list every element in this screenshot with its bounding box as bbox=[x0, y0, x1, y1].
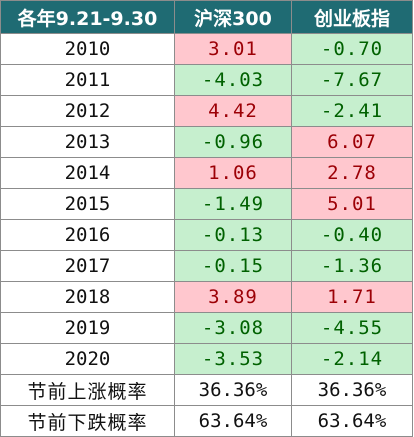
table-row: 2018 3.89 1.71 bbox=[0, 281, 413, 313]
table-row: 2013 -0.96 6.07 bbox=[0, 126, 413, 158]
table-row: 2017 -0.15 -1.36 bbox=[0, 250, 413, 282]
down-probability-label: 节前下跌概率 bbox=[0, 405, 175, 437]
table-row: 2020 -3.53 -2.14 bbox=[0, 343, 413, 375]
chinext-return-cell: -0.40 bbox=[291, 219, 413, 251]
down-probability-chinext: 63.64% bbox=[291, 405, 413, 437]
year-cell: 2018 bbox=[0, 281, 175, 313]
summary-row-down: 节前下跌概率 63.64% 63.64% bbox=[0, 405, 413, 437]
chinext-return-cell: -7.67 bbox=[291, 64, 413, 96]
hs300-return-cell: -0.13 bbox=[174, 219, 292, 251]
hs300-return-cell: 3.01 bbox=[174, 33, 292, 65]
up-probability-hs300: 36.36% bbox=[174, 374, 292, 406]
hs300-return-cell: 3.89 bbox=[174, 281, 292, 313]
year-cell: 2011 bbox=[0, 64, 175, 96]
table-row: 2010 3.01 -0.70 bbox=[0, 33, 413, 65]
chinext-return-cell: -1.36 bbox=[291, 250, 413, 282]
up-probability-label: 节前上涨概率 bbox=[0, 374, 175, 406]
table-row: 2011 -4.03 -7.67 bbox=[0, 64, 413, 96]
chinext-return-cell: 6.07 bbox=[291, 126, 413, 158]
down-probability-hs300: 63.64% bbox=[174, 405, 292, 437]
header-hs300: 沪深300 bbox=[174, 0, 292, 34]
chinext-return-cell: -2.41 bbox=[291, 95, 413, 127]
chinext-return-cell: -4.55 bbox=[291, 312, 413, 344]
year-cell: 2010 bbox=[0, 33, 175, 65]
table-row: 2014 1.06 2.78 bbox=[0, 157, 413, 189]
year-cell: 2019 bbox=[0, 312, 175, 344]
table-body: 2010 3.01 -0.70 2011 -4.03 -7.67 2012 4.42 -2.41… bbox=[0, 33, 413, 375]
chinext-return-cell: 2.78 bbox=[291, 157, 413, 189]
year-cell: 2017 bbox=[0, 250, 175, 282]
header-row: 各年9.21-9.30 沪深300 创业板指 bbox=[0, 0, 413, 34]
summary-row-up: 节前上涨概率 36.36% 36.36% bbox=[0, 374, 413, 406]
year-cell: 2013 bbox=[0, 126, 175, 158]
chinext-return-cell: -0.70 bbox=[291, 33, 413, 65]
table-row: 2015 -1.49 5.01 bbox=[0, 188, 413, 220]
hs300-return-cell: 4.42 bbox=[174, 95, 292, 127]
hs300-return-cell: -3.53 bbox=[174, 343, 292, 375]
up-probability-chinext: 36.36% bbox=[291, 374, 413, 406]
hs300-return-cell: -4.03 bbox=[174, 64, 292, 96]
chinext-return-cell: 1.71 bbox=[291, 281, 413, 313]
table-row: 2016 -0.13 -0.40 bbox=[0, 219, 413, 251]
year-cell: 2012 bbox=[0, 95, 175, 127]
year-cell: 2016 bbox=[0, 219, 175, 251]
header-chinext: 创业板指 bbox=[291, 0, 413, 34]
hs300-return-cell: 1.06 bbox=[174, 157, 292, 189]
hs300-return-cell: -1.49 bbox=[174, 188, 292, 220]
hs300-return-cell: -0.96 bbox=[174, 126, 292, 158]
year-cell: 2014 bbox=[0, 157, 175, 189]
chinext-return-cell: 5.01 bbox=[291, 188, 413, 220]
table-row: 2019 -3.08 -4.55 bbox=[0, 312, 413, 344]
table-row: 2012 4.42 -2.41 bbox=[0, 95, 413, 127]
year-cell: 2015 bbox=[0, 188, 175, 220]
header-period: 各年9.21-9.30 bbox=[0, 0, 175, 34]
summary-body: 节前上涨概率 36.36% 36.36% 节前下跌概率 63.64% 63.64… bbox=[0, 374, 413, 437]
chinext-return-cell: -2.14 bbox=[291, 343, 413, 375]
hs300-return-cell: -3.08 bbox=[174, 312, 292, 344]
year-cell: 2020 bbox=[0, 343, 175, 375]
hs300-return-cell: -0.15 bbox=[174, 250, 292, 282]
